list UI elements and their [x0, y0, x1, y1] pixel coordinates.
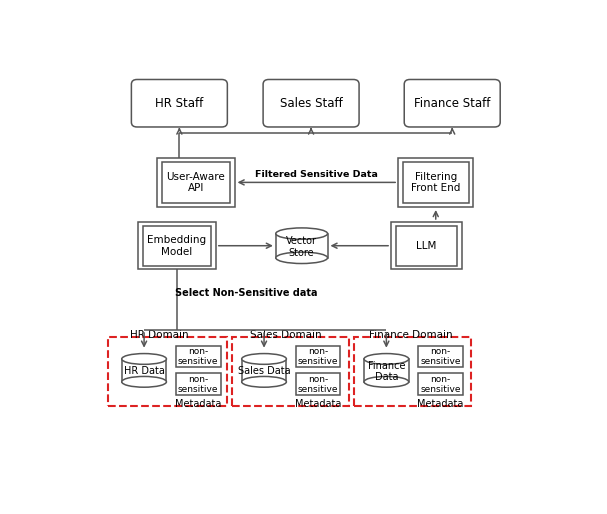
Text: non-
sensitive: non- sensitive [178, 375, 219, 394]
Text: non-
sensitive: non- sensitive [298, 347, 338, 366]
Text: Filtering
Front End: Filtering Front End [411, 172, 461, 193]
Ellipse shape [276, 228, 328, 240]
Bar [232, 337, 349, 406]
Bar [354, 337, 471, 406]
Text: Vector
Store: Vector Store [286, 236, 317, 258]
Bar [391, 222, 462, 269]
Bar [396, 226, 457, 266]
Bar [176, 373, 220, 395]
Text: Metadata: Metadata [175, 399, 222, 409]
Bar [418, 373, 463, 395]
Bar [157, 158, 235, 207]
Text: HR Domain: HR Domain [130, 329, 189, 340]
Ellipse shape [242, 376, 287, 387]
Bar [143, 226, 211, 266]
Text: non-
sensitive: non- sensitive [298, 375, 338, 394]
FancyBboxPatch shape [131, 80, 228, 127]
Text: Sales Domain: Sales Domain [250, 329, 322, 340]
Text: non-
sensitive: non- sensitive [420, 375, 461, 394]
Text: Select Non-Sensitive data: Select Non-Sensitive data [175, 288, 317, 298]
Ellipse shape [122, 354, 166, 364]
Text: Metadata: Metadata [295, 399, 341, 409]
Text: HR Data: HR Data [124, 366, 164, 376]
Bar [296, 345, 341, 368]
Text: Finance Staff: Finance Staff [414, 97, 490, 109]
Text: Sales Staff: Sales Staff [280, 97, 342, 109]
Text: non-
sensitive: non- sensitive [420, 347, 461, 366]
Ellipse shape [242, 354, 287, 364]
Text: Sales Data: Sales Data [238, 366, 290, 376]
Ellipse shape [364, 354, 409, 364]
Bar [161, 161, 230, 203]
Ellipse shape [122, 376, 166, 387]
Bar [176, 345, 220, 368]
Text: Metadata: Metadata [417, 399, 464, 409]
Bar [418, 345, 463, 368]
Bar [403, 161, 469, 203]
Bar [364, 359, 409, 382]
Text: Filtered Sensitive Data: Filtered Sensitive Data [255, 170, 378, 179]
FancyBboxPatch shape [263, 80, 359, 127]
Ellipse shape [364, 376, 409, 387]
Bar [122, 359, 166, 382]
Text: LLM: LLM [416, 241, 436, 251]
Bar [138, 222, 216, 269]
Text: HR Staff: HR Staff [155, 97, 203, 109]
Bar [276, 233, 328, 258]
Bar [398, 158, 473, 207]
Text: Finance Domain: Finance Domain [369, 329, 453, 340]
Ellipse shape [276, 252, 328, 264]
Bar [296, 373, 341, 395]
Text: User-Aware
API: User-Aware API [166, 172, 225, 193]
Text: non-
sensitive: non- sensitive [178, 347, 219, 366]
FancyBboxPatch shape [404, 80, 500, 127]
Bar [242, 359, 287, 382]
Text: Embedding
Model: Embedding Model [148, 235, 206, 256]
Text: Finance
Data: Finance Data [368, 361, 405, 382]
Bar [108, 337, 228, 406]
